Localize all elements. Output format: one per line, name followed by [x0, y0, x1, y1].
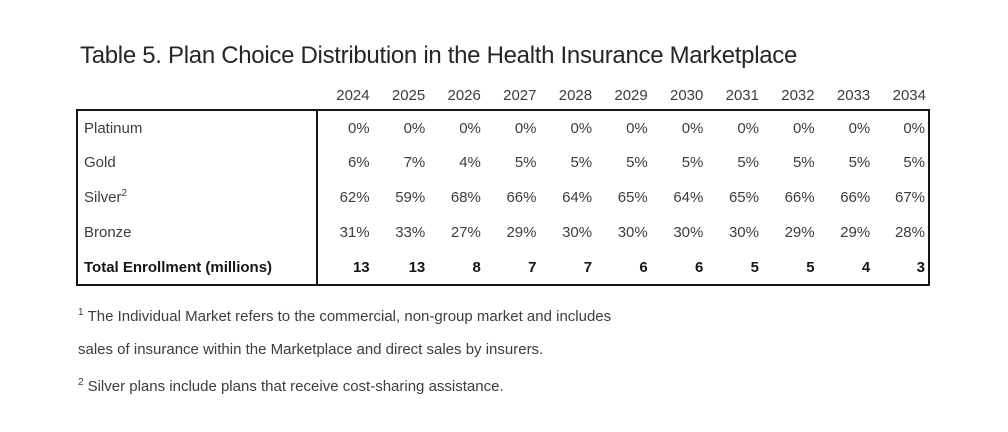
cell-value: 59%	[395, 189, 426, 206]
cell-value: 0%	[681, 119, 704, 137]
cell-value: 5%	[792, 154, 815, 171]
cell-value: 0%	[347, 119, 370, 137]
row-label: Platinum	[77, 110, 318, 145]
cell-value: 31%	[339, 224, 370, 241]
year-column-header: 2032	[781, 87, 815, 104]
cell-value: 7	[583, 258, 593, 276]
cell-value: 5%	[570, 154, 593, 171]
cell-value: 13	[408, 258, 426, 276]
table-row: Silver2 62% 59% 68% 66% 64% 65% 64% 65% 66% 66% 67%	[77, 180, 929, 215]
cell-value: 29%	[840, 224, 871, 241]
cell-value: 7%	[403, 154, 426, 171]
year-column-header: 2028	[558, 87, 593, 104]
cell-value: 68%	[450, 189, 481, 206]
cell-value: 64%	[562, 189, 593, 206]
cell-value: 5%	[903, 154, 925, 171]
cell-value: 30%	[562, 224, 593, 241]
year-column-header: 2029	[614, 87, 648, 104]
cell-value: 28%	[894, 224, 925, 241]
cell-value: 6	[695, 258, 704, 276]
cell-value: 7	[528, 258, 537, 276]
cell-value: 30%	[617, 224, 648, 241]
cell-value: 29%	[784, 224, 815, 241]
cell-value: 5%	[681, 154, 704, 171]
cell-value: 30%	[728, 224, 759, 241]
cell-value: 29%	[506, 224, 537, 241]
cell-value: 66%	[840, 189, 871, 206]
table-row: Gold 6% 7% 4% 5% 5% 5% 5% 5% 5% 5% 5%	[77, 145, 929, 180]
year-column-header: 2031	[725, 87, 759, 104]
row-label: Silver2	[77, 180, 318, 215]
cell-value: 66%	[506, 189, 537, 206]
cell-value: 4%	[459, 154, 481, 171]
footnote-marker: 1	[78, 307, 84, 318]
cell-value: 6	[639, 258, 648, 276]
cell-value: 0%	[792, 119, 815, 137]
year-column-header: 2025	[391, 87, 426, 104]
cell-value: 5	[806, 258, 815, 276]
cell-value: 0%	[848, 119, 871, 137]
cell-value: 66%	[784, 189, 815, 206]
footnote-text: Silver plans include plans that receive …	[87, 378, 504, 395]
cell-value: 0%	[737, 119, 759, 137]
row-label: Total Enrollment (millions)	[77, 250, 318, 285]
cell-value: 0%	[570, 119, 593, 137]
cell-value: 5%	[848, 154, 871, 171]
footnote-text: sales of insurance within the Marketplac…	[78, 341, 544, 358]
table-row: Bronze 31% 33% 27% 29% 30% 30% 30% 30% 29% 29% 28%	[77, 215, 929, 250]
cell-value: 5%	[514, 154, 537, 171]
cell-value: 30%	[673, 224, 704, 241]
year-column-header: 2027	[503, 87, 537, 104]
cell-value: 5	[750, 258, 759, 276]
cell-value: 65%	[728, 189, 759, 206]
cell-value: 0%	[514, 119, 537, 137]
row-label: Gold	[77, 145, 318, 180]
footnotes: 1 The Individual Market refers to the com…	[78, 300, 798, 407]
cell-value: 5%	[737, 154, 759, 171]
row-label: Bronze	[77, 215, 318, 250]
year-column-header: 2024	[336, 87, 370, 104]
footnote: 2 Silver plans include plans that receive…	[78, 370, 798, 403]
cell-value: 3	[916, 258, 925, 276]
footnote: 1 The Individual Market refers to the com…	[78, 300, 798, 366]
cell-value: 67%	[894, 189, 925, 206]
year-header-row: 2024 2025 2026 2027 2028 2029 2030 2031 2032 2033…	[77, 86, 929, 110]
table-row: Platinum 0% 0% 0% 0% 0% 0% 0% 0% 0% 0% 0%	[77, 110, 929, 145]
cell-value: 0%	[903, 119, 925, 137]
table-title: Table 5. Plan Choice Distribution in the…	[80, 42, 798, 69]
corner-cell	[77, 86, 317, 110]
cell-value: 27%	[450, 224, 481, 241]
cell-value: 5%	[626, 154, 648, 171]
cell-value: 13	[352, 258, 370, 276]
cell-value: 0%	[626, 119, 648, 137]
table-row: Total Enrollment (millions) 13 13 8 7 7 6 6 5 5 4 3	[77, 250, 929, 285]
plan-choice-table: 2024 2025 2026 2027 2028 2029 2030 2031 2032 2033…	[76, 86, 930, 286]
plan-table-body: Platinum 0% 0% 0% 0% 0% 0% 0% 0% 0% 0% 0% Gold 6% 7% 4%…	[77, 110, 929, 285]
cell-value: 33%	[395, 224, 426, 241]
year-column-header: 2034	[892, 87, 926, 104]
cell-value: 64%	[673, 189, 704, 206]
cell-value: 4	[861, 258, 871, 276]
year-column-header: 2030	[670, 87, 704, 104]
cell-value: 8	[472, 258, 481, 276]
footnote-ref: 2	[121, 188, 128, 199]
year-column-header: 2026	[447, 87, 481, 104]
year-column-header: 2033	[836, 87, 871, 104]
footnote-marker: 2	[78, 377, 84, 388]
cell-value: 65%	[617, 189, 648, 206]
cell-value: 6%	[347, 154, 370, 171]
cell-value: 0%	[403, 119, 426, 137]
cell-value: 62%	[339, 189, 370, 206]
cell-value: 0%	[459, 119, 481, 137]
footnote-text: The Individual Market refers to the comm…	[87, 308, 612, 325]
plan-table-header: 2024 2025 2026 2027 2028 2029 2030 2031 2032 2033…	[77, 86, 929, 110]
